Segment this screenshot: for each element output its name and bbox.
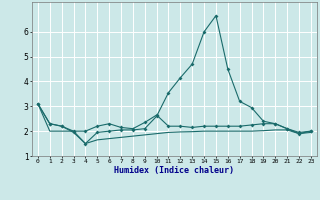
X-axis label: Humidex (Indice chaleur): Humidex (Indice chaleur)	[115, 166, 234, 175]
